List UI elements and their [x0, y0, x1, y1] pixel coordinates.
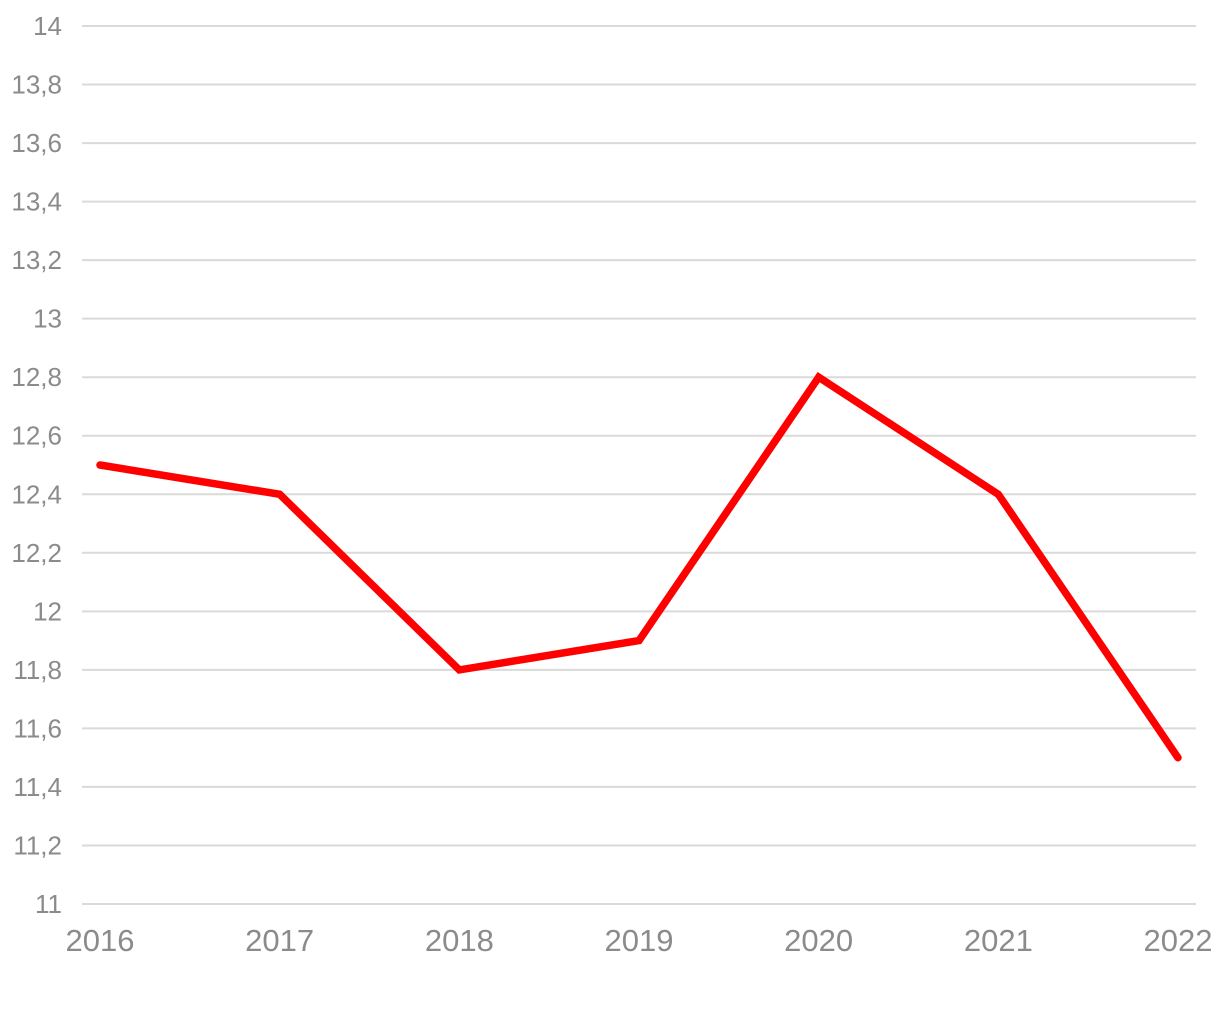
y-tick-label: 13,4: [11, 187, 62, 217]
x-tick-label: 2017: [245, 923, 314, 958]
x-tick-label: 2021: [964, 923, 1033, 958]
y-tick-label: 12,4: [11, 479, 62, 509]
y-tick-label: 12,6: [11, 421, 62, 451]
x-tick-label: 2016: [66, 923, 135, 958]
y-tick-label: 12,2: [11, 538, 62, 568]
gridlines: [82, 25, 1196, 905]
y-tick-label: 13,6: [11, 128, 62, 158]
y-tick-label: 13,2: [11, 245, 62, 275]
y-tick-label: 12: [33, 596, 62, 626]
y-tick-label: 13: [33, 304, 62, 334]
series-line: [96, 372, 1182, 762]
x-tick-label: 2018: [425, 923, 494, 958]
y-tick-label: 11,2: [13, 830, 62, 860]
x-tick-label: 2020: [784, 923, 853, 958]
y-tick-label: 11,6: [13, 713, 62, 743]
y-tick-label: 11,4: [13, 772, 62, 802]
y-tick-label: 12,8: [11, 362, 62, 392]
x-tick-label: 2022: [1144, 923, 1213, 958]
y-tick-label: 11,8: [13, 655, 62, 685]
y-tick-label: 13,8: [11, 70, 62, 100]
x-axis-tick-labels: 2016 2017 2018 2019 2020 2021 2022: [66, 923, 1213, 958]
y-tick-label: 11: [35, 889, 62, 919]
y-tick-label: 14: [33, 11, 62, 41]
y-axis-tick-labels: 14 13,8 13,6 13,4 13,2 13 12,8 12,6 12,4 12,2 12 11…: [11, 11, 62, 919]
x-tick-label: 2019: [605, 923, 674, 958]
